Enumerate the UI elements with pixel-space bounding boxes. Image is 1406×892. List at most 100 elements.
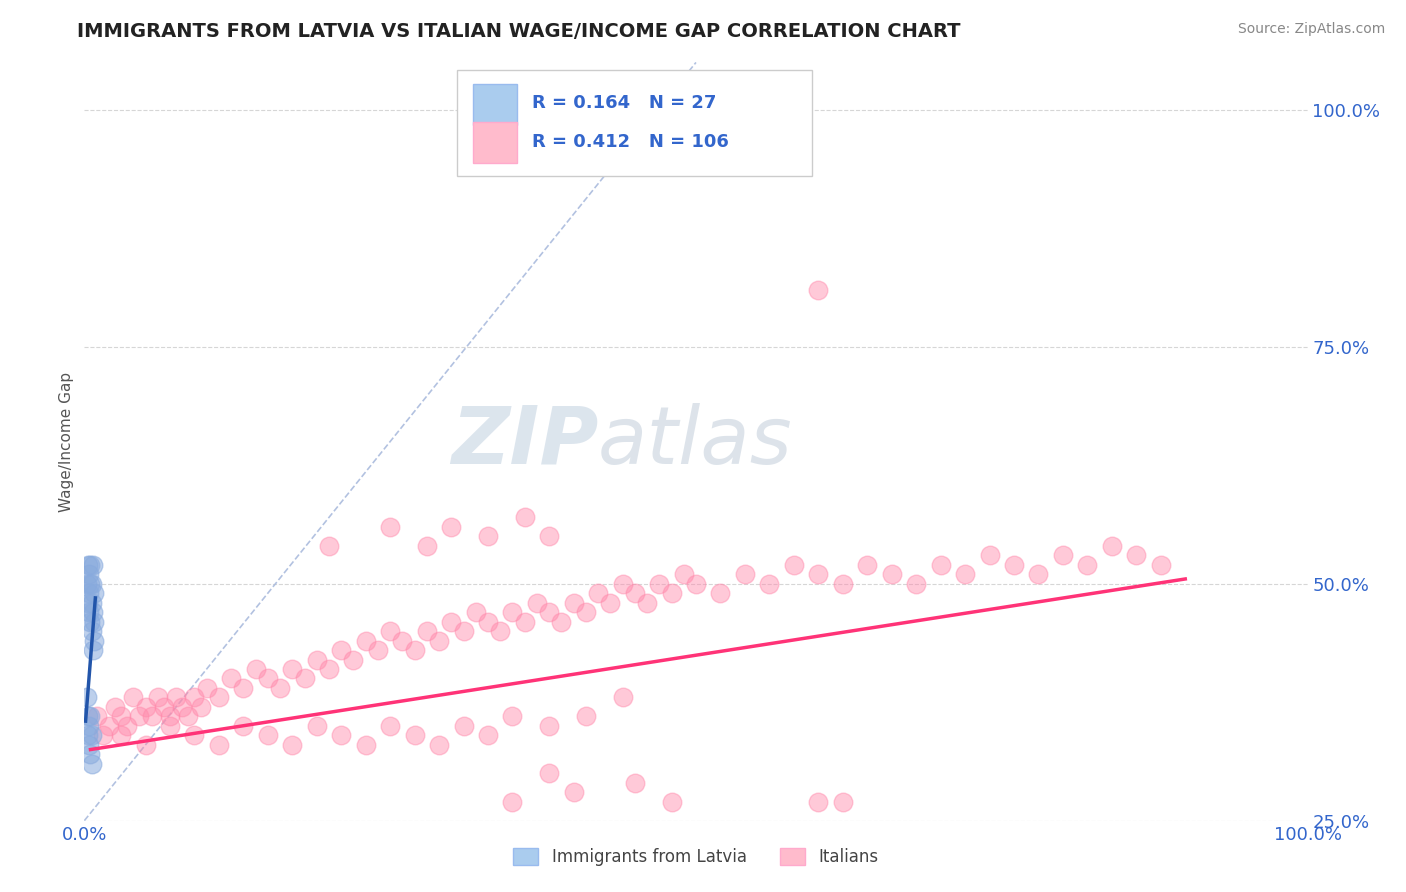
Point: [380, 624, 402, 639]
Point: [190, 699, 212, 714]
Point: [807, 795, 830, 809]
Point: [538, 605, 561, 619]
Point: [79, 576, 101, 591]
Point: [159, 709, 181, 723]
Point: [489, 624, 512, 639]
Point: [562, 596, 585, 610]
Point: [612, 690, 634, 705]
Point: [979, 548, 1001, 563]
Point: [172, 699, 194, 714]
Point: [79, 615, 101, 629]
Point: [367, 643, 389, 657]
Point: [807, 567, 830, 582]
Point: [245, 662, 267, 676]
Point: [208, 690, 231, 705]
Point: [672, 567, 695, 582]
Point: [208, 738, 231, 752]
Point: [183, 690, 205, 705]
Point: [77, 728, 100, 742]
Point: [330, 728, 353, 742]
Point: [624, 586, 647, 600]
Point: [575, 605, 598, 619]
Point: [153, 699, 176, 714]
Point: [477, 728, 499, 742]
Point: [76, 576, 98, 591]
Point: [115, 719, 138, 733]
FancyBboxPatch shape: [474, 121, 517, 162]
Point: [122, 690, 145, 705]
Point: [79, 558, 101, 572]
Point: [575, 709, 598, 723]
Point: [318, 662, 340, 676]
Point: [80, 728, 103, 742]
Point: [82, 605, 104, 619]
Point: [80, 596, 103, 610]
Point: [477, 615, 499, 629]
Point: [856, 558, 879, 572]
Point: [929, 558, 952, 572]
Point: [1002, 558, 1025, 572]
Point: [1076, 558, 1098, 572]
Text: R = 0.164   N = 27: R = 0.164 N = 27: [531, 94, 717, 112]
Point: [141, 709, 163, 723]
Point: [318, 539, 340, 553]
Point: [464, 605, 486, 619]
Point: [77, 709, 100, 723]
Point: [80, 576, 103, 591]
Point: [513, 615, 536, 629]
Point: [453, 624, 475, 639]
Point: [550, 615, 572, 629]
Point: [538, 529, 561, 543]
Point: [330, 643, 353, 657]
Point: [648, 576, 671, 591]
Point: [734, 567, 756, 582]
Point: [416, 624, 439, 639]
Point: [831, 795, 853, 809]
Point: [391, 633, 413, 648]
FancyBboxPatch shape: [457, 70, 813, 177]
Point: [709, 586, 731, 600]
Point: [269, 681, 291, 695]
Point: [91, 728, 114, 742]
Point: [135, 699, 157, 714]
Point: [685, 576, 707, 591]
Point: [305, 719, 328, 733]
Point: [77, 719, 100, 733]
Point: [77, 586, 100, 600]
Text: R = 0.412   N = 106: R = 0.412 N = 106: [531, 133, 728, 151]
Point: [380, 520, 402, 534]
Point: [807, 283, 830, 297]
Text: IMMIGRANTS FROM LATVIA VS ITALIAN WAGE/INCOME GAP CORRELATION CHART: IMMIGRANTS FROM LATVIA VS ITALIAN WAGE/I…: [77, 22, 960, 41]
Point: [562, 785, 585, 799]
Point: [165, 690, 187, 705]
Point: [305, 652, 328, 666]
Point: [79, 747, 101, 762]
Point: [831, 576, 853, 591]
Y-axis label: Wage/Income Gap: Wage/Income Gap: [59, 371, 75, 512]
Point: [80, 624, 103, 639]
Point: [453, 719, 475, 733]
Point: [380, 719, 402, 733]
Point: [83, 586, 105, 600]
Point: [294, 672, 316, 686]
Point: [404, 728, 426, 742]
Point: [953, 567, 976, 582]
Point: [1150, 558, 1173, 572]
Point: [232, 719, 254, 733]
Point: [77, 738, 100, 752]
Point: [232, 681, 254, 695]
Point: [77, 596, 100, 610]
Point: [257, 672, 280, 686]
Point: [281, 738, 304, 752]
Point: [905, 576, 928, 591]
Point: [1028, 567, 1050, 582]
Point: [880, 567, 903, 582]
Point: [354, 633, 377, 648]
Point: [146, 690, 169, 705]
Text: ZIP: ZIP: [451, 402, 598, 481]
Point: [513, 510, 536, 524]
Point: [661, 586, 683, 600]
Point: [502, 795, 524, 809]
Point: [440, 615, 463, 629]
Point: [128, 709, 150, 723]
